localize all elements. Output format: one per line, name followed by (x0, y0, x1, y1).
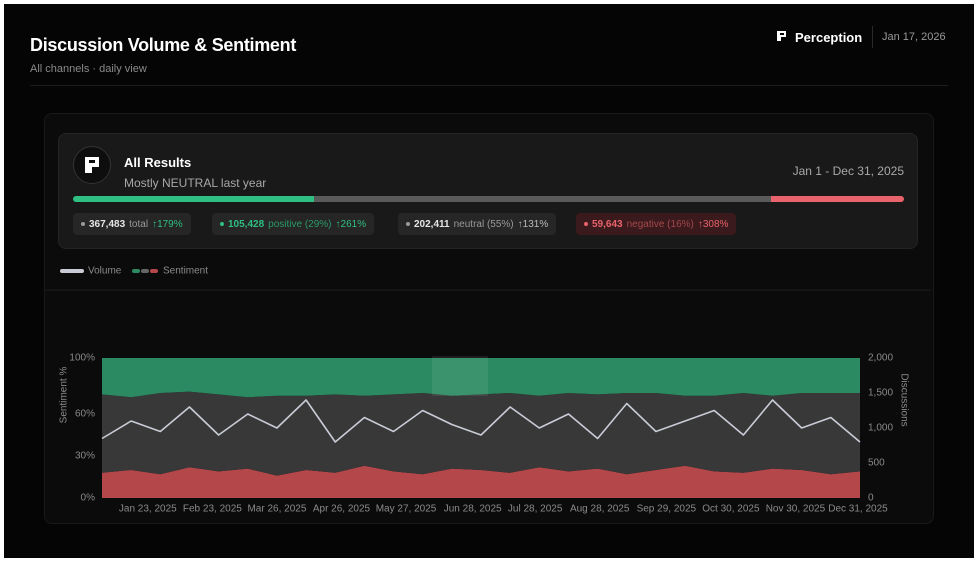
divider (872, 26, 873, 48)
card-title: All Results (124, 155, 192, 170)
bar-segment (313, 196, 772, 202)
chip-label: negative (16%) (626, 218, 694, 230)
chip-change: ↑179% (152, 218, 183, 230)
y-tick-label: 100% (69, 353, 95, 364)
x-tick-label: Nov 30, 2025 (766, 504, 826, 515)
x-tick-label: Apr 26, 2025 (313, 504, 371, 515)
chip-label: neutral (55%) (453, 218, 514, 230)
y-axis-title: Sentiment % (59, 367, 70, 424)
y2-tick-label: 0 (868, 493, 874, 504)
y-tick-label: 60% (75, 409, 95, 420)
y2-tick-label: 2,000 (868, 353, 893, 364)
chip-change: ↑131% (517, 218, 549, 230)
y2-tick-label: 500 (868, 458, 885, 469)
chip-total[interactable]: 367,483 total ↑179% (73, 213, 191, 235)
divider (30, 85, 948, 86)
y-tick-label: 30% (75, 451, 95, 462)
x-tick-label: Mar 26, 2025 (247, 504, 306, 515)
chip-value: 367,483 (89, 218, 126, 230)
date-range: Jan 1 - Dec 31, 2025 (792, 164, 904, 178)
volume-line (101, 399, 861, 443)
sentiment-bar (73, 196, 904, 202)
chip-neutral[interactable]: 202,411 neutral (55%) ↑131% (398, 213, 557, 235)
sentiment-area (102, 358, 860, 398)
x-tick-label: Feb 23, 2025 (183, 504, 242, 515)
x-tick-label: Dec 31, 2025 (828, 504, 888, 515)
report-date: Jan 17, 2026 (882, 31, 946, 43)
y2-tick-label: 1,500 (868, 388, 893, 399)
x-tick-label: Jan 23, 2025 (119, 504, 177, 515)
x-tick-label: Sep 29, 2025 (637, 504, 697, 515)
chip-positive[interactable]: 105,428 positive (29%) ↑261% (212, 213, 375, 235)
chip-value: 59,643 (592, 218, 623, 230)
chip-value: 105,428 (228, 218, 265, 230)
x-tick-label: Jul 28, 2025 (508, 504, 563, 515)
x-tick-label: Oct 30, 2025 (702, 504, 760, 515)
sentiment-area (102, 391, 860, 476)
plot-area (101, 356, 861, 498)
card-subtitle: Mostly NEUTRAL last year (124, 176, 267, 190)
x-tick-label: Aug 28, 2025 (570, 504, 630, 515)
legend-label[interactable]: Volume (88, 266, 122, 277)
legend-label[interactable]: Sentiment (163, 266, 208, 277)
chip-label: total (129, 218, 149, 230)
bar-segment (771, 196, 904, 202)
watermark (432, 356, 488, 396)
y-tick-label: 0% (81, 493, 96, 504)
chip-change: ↑308% (697, 218, 729, 230)
avatar (73, 146, 111, 184)
y2-tick-label: 1,000 (868, 423, 893, 434)
page-subtitle: All channels · daily view (30, 63, 147, 75)
y2-axis-title: Discussions (898, 373, 909, 426)
chip-value: 202,411 (414, 218, 450, 230)
page-title: Discussion Volume & Sentiment (30, 35, 297, 55)
chip-negative[interactable]: 59,643 negative (16%) ↑308% (576, 213, 737, 235)
brand-logo (777, 31, 786, 41)
x-tick-label: May 27, 2025 (376, 504, 437, 515)
bar-segment (73, 196, 314, 202)
sentiment-area (102, 465, 860, 498)
chip-change: ↑261% (335, 218, 367, 230)
avatar-logo (85, 157, 99, 173)
chip-label: positive (29%) (268, 218, 332, 230)
x-tick-label: Jun 28, 2025 (444, 504, 502, 515)
brand-name[interactable]: Perception (795, 30, 863, 45)
